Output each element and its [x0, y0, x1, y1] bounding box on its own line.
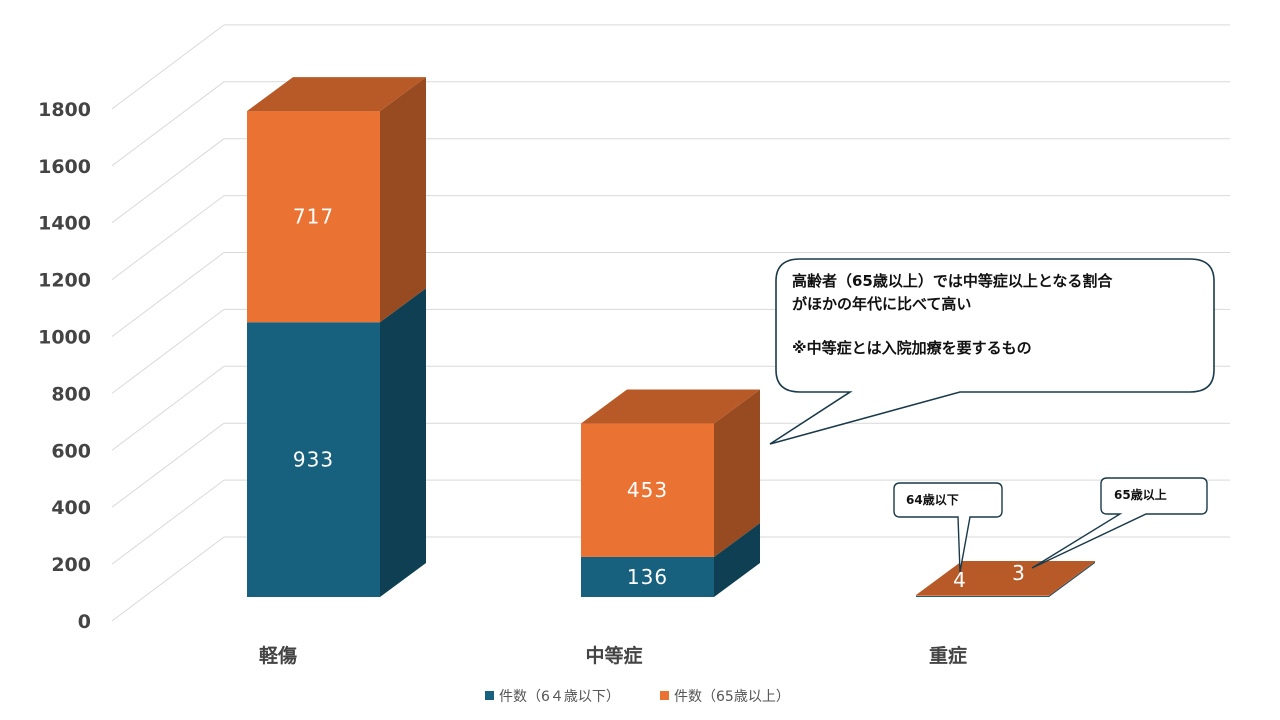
y-tick-label-1200: 1200 [38, 270, 91, 292]
bar-front-0-0 [247, 322, 380, 597]
grid-line-diagonal-600 [111, 365, 225, 451]
x-tick-label-0: 軽傷 [259, 644, 297, 667]
grid-line-diagonal-1400 [111, 138, 225, 224]
bar-side-1-1 [714, 389, 760, 557]
grid-line-diagonal-1200 [111, 195, 225, 281]
bar-side-0-1 [380, 77, 426, 323]
y-tick-label-800: 800 [51, 383, 91, 405]
main-callout-line2: がほかの年代に比べて高い [792, 295, 971, 313]
bar-front-1-1 [581, 423, 714, 557]
bar-side-2-1 [1049, 560, 1095, 596]
callout-over-65-bubble [1031, 477, 1208, 569]
legend: 件数（6４歳以下） 件数（65歳以上） [485, 689, 790, 705]
grid-line-diagonal-1000 [111, 252, 225, 337]
callout-under-64-bubble [893, 482, 1003, 573]
bar-top-1 [581, 389, 760, 424]
y-tick-label-1600: 1600 [38, 156, 91, 178]
x-tick-label-1: 中等症 [585, 644, 642, 667]
callout-under-64: 64歳以下 [893, 482, 1003, 573]
bar-front-1-0 [581, 556, 714, 597]
grid-line-diagonal-0 [111, 536, 225, 622]
x-axis: 軽傷 中等症 重症 [259, 644, 967, 667]
bar-top-0 [247, 77, 426, 112]
legend-label-over-65: 件数（65歳以上） [674, 689, 790, 705]
bar-front-2-0 [916, 595, 1049, 597]
y-tick-label-1800: 1800 [38, 99, 91, 121]
bar-top-2 [916, 560, 1095, 595]
y-tick-label-1400: 1400 [38, 213, 91, 235]
legend-swatch-under-64 [485, 691, 494, 700]
bar-front-0-1 [247, 111, 380, 323]
grid-line-diagonal-200 [111, 479, 225, 565]
grid-line-diagonal-800 [111, 308, 225, 394]
data-label-1-0: 136 [627, 565, 668, 589]
callout-over-65-text: 65歳以上 [1114, 487, 1167, 502]
bar-side-0-0 [380, 288, 426, 597]
legend-swatch-over-65 [660, 691, 669, 700]
y-tick-label-400: 400 [51, 497, 91, 519]
data-label-1-1: 453 [627, 478, 668, 502]
data-label-2-0: 4 [953, 568, 967, 592]
legend-label-under-64: 件数（6４歳以下） [499, 689, 620, 705]
y-tick-label-200: 200 [51, 554, 91, 576]
bar-side-2-0 [1049, 561, 1095, 597]
y-tick-label-600: 600 [51, 440, 91, 462]
data-label-2-1: 3 [1012, 561, 1026, 585]
grid-line-diagonal-400 [111, 422, 225, 508]
data-label-0-1: 717 [293, 205, 334, 229]
callout-under-64-text: 64歳以下 [906, 492, 959, 507]
x-tick-label-2: 重症 [929, 644, 967, 667]
main-callout: 高齢者（65歳以上）では中等症以上となる割合 がほかの年代に比べて高い ※中等症… [769, 258, 1215, 445]
y-tick-label-0: 0 [78, 611, 91, 633]
grid-line-diagonal-1800 [111, 24, 225, 110]
grid-line-diagonal-1600 [111, 81, 225, 167]
callout-over-65: 65歳以上 [1031, 477, 1208, 569]
y-tick-label-1000: 1000 [38, 327, 91, 349]
main-callout-line3: ※中等症とは入院加療を要するもの [792, 339, 1032, 357]
bars [247, 77, 1095, 597]
data-label-0-0: 933 [293, 448, 334, 472]
bar-front-2-1 [916, 594, 1049, 596]
bar-side-1-0 [714, 522, 760, 597]
data-labels: 933 717 136 453 4 3 [293, 205, 1026, 592]
y-axis: 0 200 400 600 800 1000 1200 1400 1600 1800 [38, 99, 91, 633]
main-callout-bubble [769, 258, 1215, 445]
main-callout-line1: 高齢者（65歳以上）では中等症以上となる割合 [792, 272, 1113, 290]
